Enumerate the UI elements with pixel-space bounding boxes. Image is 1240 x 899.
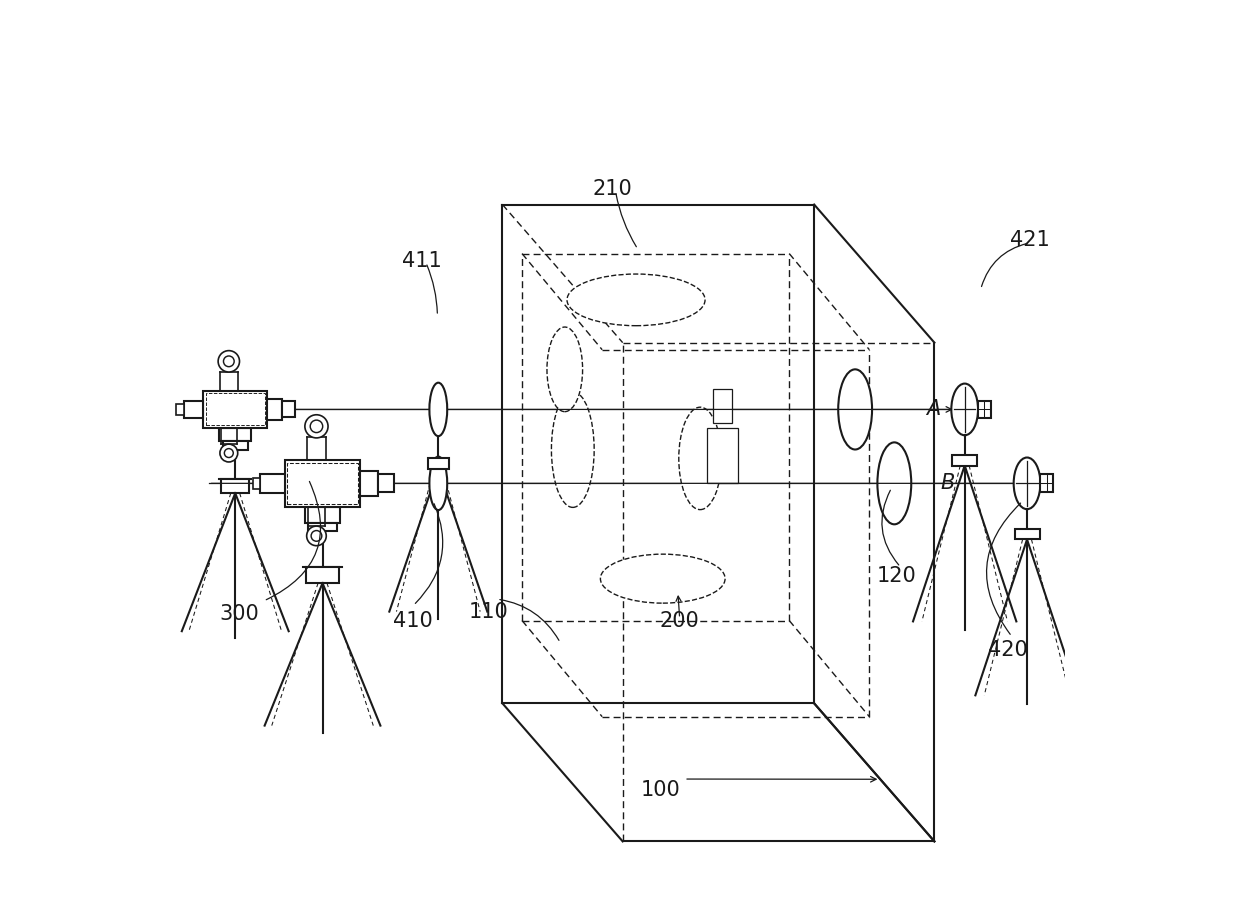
Circle shape xyxy=(223,356,234,367)
FancyBboxPatch shape xyxy=(428,458,449,469)
Ellipse shape xyxy=(429,457,448,510)
Ellipse shape xyxy=(1013,458,1040,509)
Circle shape xyxy=(224,449,233,458)
FancyBboxPatch shape xyxy=(176,404,184,414)
FancyBboxPatch shape xyxy=(268,399,281,420)
FancyBboxPatch shape xyxy=(281,402,295,417)
FancyBboxPatch shape xyxy=(978,401,991,418)
Text: 300: 300 xyxy=(219,604,259,624)
Circle shape xyxy=(219,444,238,462)
Ellipse shape xyxy=(951,384,978,435)
FancyBboxPatch shape xyxy=(309,522,337,531)
Ellipse shape xyxy=(567,274,706,325)
FancyBboxPatch shape xyxy=(361,471,378,496)
Text: 420: 420 xyxy=(987,640,1027,660)
FancyBboxPatch shape xyxy=(1014,529,1039,539)
Text: 411: 411 xyxy=(403,251,443,271)
FancyBboxPatch shape xyxy=(707,428,739,484)
Ellipse shape xyxy=(678,407,722,510)
Text: B: B xyxy=(941,474,955,494)
Text: 410: 410 xyxy=(393,610,433,630)
FancyBboxPatch shape xyxy=(221,479,249,494)
FancyBboxPatch shape xyxy=(713,389,733,423)
Ellipse shape xyxy=(552,392,594,507)
FancyBboxPatch shape xyxy=(952,455,977,466)
Text: 120: 120 xyxy=(877,566,916,586)
Ellipse shape xyxy=(878,442,911,524)
Ellipse shape xyxy=(429,383,448,436)
Circle shape xyxy=(306,526,326,546)
FancyBboxPatch shape xyxy=(203,391,268,428)
Ellipse shape xyxy=(600,554,725,603)
Text: A: A xyxy=(926,399,941,420)
FancyBboxPatch shape xyxy=(219,428,252,441)
Circle shape xyxy=(218,351,239,372)
Ellipse shape xyxy=(547,327,583,412)
FancyBboxPatch shape xyxy=(306,567,339,583)
Text: 210: 210 xyxy=(593,180,632,200)
Ellipse shape xyxy=(838,369,872,450)
FancyBboxPatch shape xyxy=(378,475,394,493)
FancyBboxPatch shape xyxy=(223,441,248,450)
Text: 100: 100 xyxy=(640,779,680,800)
FancyBboxPatch shape xyxy=(1040,475,1053,493)
Circle shape xyxy=(311,530,322,541)
Text: 110: 110 xyxy=(469,601,508,621)
Circle shape xyxy=(305,414,329,438)
Text: 200: 200 xyxy=(660,610,699,630)
FancyBboxPatch shape xyxy=(184,401,203,418)
FancyBboxPatch shape xyxy=(285,460,361,506)
FancyBboxPatch shape xyxy=(305,506,340,522)
FancyBboxPatch shape xyxy=(253,478,259,489)
Circle shape xyxy=(310,420,322,432)
Text: 421: 421 xyxy=(1009,230,1049,250)
FancyBboxPatch shape xyxy=(259,474,285,494)
